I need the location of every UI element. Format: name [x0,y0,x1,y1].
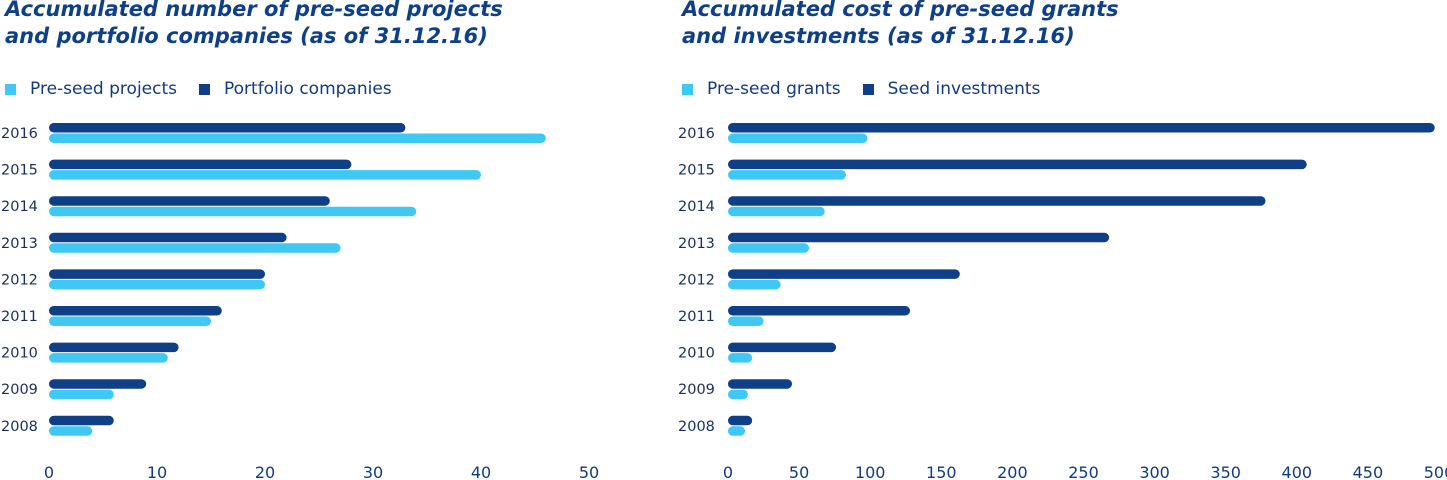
bar-portfolio-companies [49,306,222,316]
category-label: 2016 [678,126,715,142]
bar-seed-investments [728,196,1266,206]
legend-label: Portfolio companies [224,79,392,99]
bar-seed-investments [728,159,1307,170]
category-label: 2011 [1,309,38,325]
x-tick-label: 30 [363,463,383,480]
x-tick-label: 350 [1210,463,1241,480]
bar-pre-seed-projects [49,170,481,180]
x-tick-label: 400 [1282,463,1313,480]
category-label: 2013 [1,236,38,252]
category-label: 2008 [678,419,715,435]
category-label: 2009 [1,382,38,398]
chart-legend: Pre-seed grants Seed investments [682,79,1062,99]
bar-pre-seed-grants [728,170,847,180]
bar-chart-plot: 2016 2015 2014 2013 2012 2011 2010 2009 2008 0 50 1… [678,123,1447,480]
right-chart-panel: Accumulated cost of pre-seed grants and … [672,0,1447,480]
bar-pre-seed-projects [49,133,546,143]
x-tick-label: 50 [579,463,599,480]
legend-label: Pre-seed grants [707,79,841,99]
bar-pre-seed-projects [49,389,114,400]
x-tick-label: 500 [1424,463,1447,480]
x-tick-label: 50 [789,463,809,480]
category-label: 2011 [678,309,715,325]
bar-portfolio-companies [49,232,287,243]
bar-pre-seed-grants [728,426,746,436]
bar-seed-investments [728,269,960,279]
category-label: 2012 [678,272,715,288]
x-tick-label: 10 [147,463,167,480]
category-label: 2015 [678,163,715,179]
x-tick-label: 150 [926,463,957,480]
bar-pre-seed-grants [728,389,748,400]
left-chart-panel: Accumulated number of pre-seed projects … [0,0,610,480]
chart-title: Accumulated number of pre-seed projects … [5,0,503,50]
legend-swatch-icon [862,83,874,95]
bar-portfolio-companies [49,269,265,279]
x-tick-label: 40 [471,463,491,480]
bar-seed-investments [728,379,792,389]
bar-seed-investments [728,232,1110,243]
x-tick-label: 250 [1068,463,1099,480]
bar-portfolio-companies [49,123,406,133]
bar-portfolio-companies [49,342,179,353]
bar-pre-seed-projects [49,426,93,436]
chart-legend: Pre-seed projects Portfolio companies [5,79,414,99]
bar-pre-seed-projects [49,279,265,290]
legend-swatch-icon [682,83,693,95]
legend-item-seed-investments: Seed investments [862,79,1041,99]
bar-pre-seed-projects [49,316,211,326]
x-tick-label: 450 [1353,463,1384,480]
chart-title-line-2: and portfolio companies (as of 31.12.16) [5,24,488,48]
x-tick-label: 0 [44,463,54,480]
legend-label: Pre-seed projects [30,79,177,99]
category-label: 2014 [678,199,715,215]
bar-portfolio-companies [49,196,330,206]
bar-chart-plot: 2016 2015 2014 2013 2012 2011 2010 2009 2008 0 10 2… [1,123,599,480]
category-label: 2015 [1,163,38,179]
category-label: 2012 [1,272,38,288]
category-label: 2009 [678,382,715,398]
bar-pre-seed-grants [728,353,753,363]
bar-pre-seed-projects [49,353,168,363]
legend-label: Seed investments [887,79,1041,99]
x-tick-label: 0 [723,463,733,480]
legend-swatch-icon [199,83,210,95]
x-tick-label: 100 [855,463,886,480]
category-label: 2014 [1,199,38,215]
legend-item-pre-seed-projects: Pre-seed projects [5,79,177,99]
x-tick-label: 300 [1139,463,1170,480]
chart-title-line-2: and investments (as of 31.12.16) [682,24,1075,48]
bar-seed-investments [728,306,911,316]
chart-title-line-1: Accumulated number of pre-seed projects [5,0,503,21]
bar-pre-seed-projects [49,206,417,217]
bar-pre-seed-projects [49,243,341,253]
bar-portfolio-companies [49,379,147,389]
legend-item-pre-seed-grants: Pre-seed grants [682,79,841,99]
bar-portfolio-companies [49,415,114,426]
category-label: 2008 [1,419,38,435]
chart-title-line-1: Accumulated cost of pre-seed grants [682,0,1119,21]
bar-pre-seed-grants [728,279,781,290]
bar-pre-seed-grants [728,316,764,326]
bar-seed-investments [728,415,753,426]
category-label: 2013 [678,236,715,252]
x-tick-label: 200 [997,463,1028,480]
legend-swatch-icon [5,83,16,95]
category-label: 2010 [678,346,715,362]
bar-seed-investments [728,123,1435,133]
bar-pre-seed-grants [728,243,810,253]
bar-pre-seed-grants [728,206,825,217]
category-label: 2016 [1,126,38,142]
legend-item-portfolio-companies: Portfolio companies [199,79,392,99]
x-tick-label: 20 [255,463,275,480]
bar-portfolio-companies [49,159,352,170]
category-label: 2010 [1,346,38,362]
bar-seed-investments [728,342,837,353]
bar-pre-seed-grants [728,133,868,143]
chart-title: Accumulated cost of pre-seed grants and … [682,0,1119,50]
